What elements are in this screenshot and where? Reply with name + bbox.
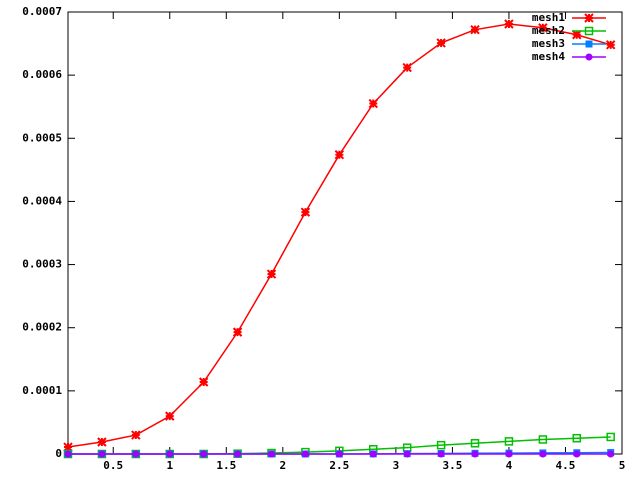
plot-frame (67, 11, 623, 455)
data-point (505, 450, 513, 458)
y-tick-label: 0.0005 (22, 131, 62, 144)
x-tick-label: 2.5 (329, 459, 349, 472)
legend-label: mesh2 (532, 24, 565, 37)
x-tick-label: 4.5 (556, 459, 576, 472)
data-point (368, 98, 378, 109)
data-point (132, 450, 140, 458)
data-point (334, 149, 345, 160)
legend-marker (584, 26, 594, 36)
data-point (437, 450, 445, 458)
legend-label: mesh3 (532, 37, 565, 50)
data-point (198, 377, 209, 387)
data-point (471, 450, 479, 458)
data-point (266, 269, 277, 279)
y-tick-label: 0.0001 (22, 384, 62, 397)
data-point (607, 450, 615, 458)
x-tick-label: 4 (506, 459, 513, 472)
data-point (504, 437, 514, 446)
y-tick-label: 0.0004 (22, 194, 62, 207)
data-point (539, 450, 547, 458)
data-point (436, 38, 446, 48)
data-point (97, 437, 107, 447)
data-point (572, 30, 582, 40)
data-point (470, 439, 480, 448)
y-tick-label: 0.0007 (22, 5, 62, 18)
data-point (606, 432, 615, 442)
y-tick-label: 0 (55, 447, 62, 460)
data-point (301, 450, 309, 458)
legend-label: mesh1 (532, 11, 565, 24)
data-point (573, 450, 581, 458)
legend-label: mesh4 (532, 50, 565, 63)
data-point (436, 440, 446, 450)
y-tick-label: 0.0006 (22, 68, 62, 81)
data-point (200, 450, 208, 458)
legend-marker (585, 40, 593, 48)
x-tick-label: 3 (393, 459, 400, 472)
x-tick-label: 1.5 (216, 459, 236, 472)
data-point (402, 62, 412, 73)
data-point (538, 435, 548, 444)
data-point (403, 450, 411, 458)
data-point (268, 450, 276, 458)
data-point (369, 450, 377, 458)
legend-marker (584, 13, 594, 23)
data-point (300, 207, 311, 217)
data-point (165, 411, 175, 421)
y-tick-label: 0.0002 (22, 321, 62, 334)
legend-marker (585, 53, 593, 61)
data-point (572, 433, 582, 443)
data-point (98, 450, 106, 458)
x-tick-label: 1 (166, 459, 173, 472)
data-point (335, 450, 343, 458)
x-tick-label: 5 (619, 459, 626, 472)
data-point (63, 442, 73, 452)
data-point (605, 40, 616, 50)
x-tick-label: 3.5 (442, 459, 462, 472)
x-tick-label: 2 (280, 459, 287, 472)
data-point (131, 430, 141, 440)
data-point (64, 450, 72, 458)
data-point (232, 327, 243, 337)
data-point (470, 24, 480, 35)
data-point (166, 450, 174, 458)
data-point (234, 450, 242, 458)
x-tick-label: 0.5 (103, 459, 123, 472)
data-point (538, 23, 548, 33)
y-tick-label: 0.0003 (22, 258, 62, 271)
series-line (67, 23, 611, 448)
data-point (504, 19, 514, 29)
